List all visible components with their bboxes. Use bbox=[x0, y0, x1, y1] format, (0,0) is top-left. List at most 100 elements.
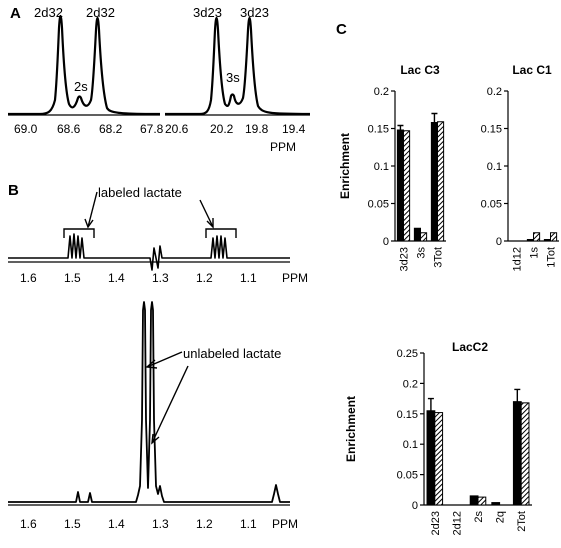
panel-b-bottom-tick: 1.1 bbox=[240, 517, 257, 531]
bar bbox=[550, 232, 558, 242]
y-tick-label: 0.2 bbox=[487, 86, 502, 98]
panel-a-right-tick: 20.2 bbox=[210, 122, 234, 136]
panel-b-bottom-spectrum bbox=[8, 301, 290, 503]
y-tick-label: 0 bbox=[412, 500, 418, 512]
panel-b-labeled-arrowhead-left bbox=[84, 218, 94, 229]
panel-b-top-tick: 1.3 bbox=[152, 271, 169, 285]
panel-b-unlabeled-arrow-lower bbox=[151, 365, 189, 444]
panel-a-left-tick: 68.6 bbox=[57, 122, 81, 136]
error-bar bbox=[397, 124, 404, 130]
bar bbox=[403, 130, 411, 242]
panel-a-peak-2d32-right: 2d32 bbox=[86, 5, 115, 20]
panel-b-label: B bbox=[8, 182, 19, 199]
panel-b-bottom-tick: 1.3 bbox=[152, 517, 169, 531]
bar bbox=[526, 239, 535, 242]
panel-b-top-tick: 1.4 bbox=[108, 271, 125, 285]
category-label: 2Tot bbox=[516, 511, 528, 532]
panel-b-top-spectrum bbox=[8, 233, 290, 271]
panel-a-left-spectrum bbox=[8, 14, 161, 116]
y-tick-label: 0.05 bbox=[481, 199, 502, 211]
category-label: 1Tot bbox=[546, 247, 558, 268]
panel-a-axis-unit: PPM bbox=[270, 140, 296, 154]
panel-b-bottom-tick: 1.6 bbox=[20, 517, 37, 531]
bar bbox=[512, 401, 522, 506]
error-bar bbox=[431, 112, 438, 123]
y-tick-label: 0.1 bbox=[374, 161, 389, 173]
bar bbox=[434, 412, 444, 506]
bar bbox=[469, 495, 479, 506]
bar bbox=[426, 410, 436, 506]
panel-b-labeled-arrowhead-right bbox=[206, 218, 214, 229]
panel-a-peak-3d23-right: 3d23 bbox=[240, 5, 269, 20]
panel-b-top-tick: 1.1 bbox=[240, 271, 257, 285]
panel-b-labeled-arrow-left bbox=[87, 191, 98, 228]
bar bbox=[396, 129, 405, 242]
error-bar bbox=[514, 388, 521, 402]
panel-a-peak-2d32-left: 2d32 bbox=[34, 5, 63, 20]
chart-title: Lac C1 bbox=[512, 63, 552, 77]
panel-b-top-tick: 1.5 bbox=[64, 271, 81, 285]
panel-b-labeled-lactate-annotation: labeled lactate bbox=[98, 185, 182, 200]
y-tick-label: 0.25 bbox=[397, 348, 418, 360]
panel-a-right-tick: 20.6 bbox=[165, 122, 189, 136]
category-label: 1s bbox=[529, 247, 541, 259]
chart-lac-c1: Lac C1 0 0.05 0.1 0.15 0.2 1d12 1s 1Tot bbox=[481, 63, 559, 271]
bar bbox=[420, 232, 428, 242]
category-label: 1d12 bbox=[512, 247, 524, 271]
bar bbox=[437, 121, 445, 242]
y-tick-label: 0.15 bbox=[481, 124, 502, 136]
y-axis-label: Enrichment bbox=[338, 133, 352, 199]
y-tick-label: 0 bbox=[496, 236, 502, 248]
panel-a-left-tick: 69.0 bbox=[14, 122, 38, 136]
panel-a-peak-2s: 2s bbox=[74, 79, 88, 94]
y-tick-label: 0.2 bbox=[403, 378, 418, 390]
chart-lac-c2: LacC2 Enrichment 0 0.05 0.1 0.15 0.2 0.25 2d23 2d… bbox=[344, 340, 532, 535]
bar bbox=[413, 227, 422, 242]
panel-b-top-axis-unit: PPM bbox=[282, 271, 308, 285]
panel-a-right-tick: 19.4 bbox=[282, 122, 306, 136]
bar bbox=[477, 496, 487, 506]
chart-title: LacC2 bbox=[452, 340, 488, 354]
panel-b-bottom-tick: 1.2 bbox=[196, 517, 213, 531]
panel-b-labeled-arrow-right bbox=[199, 199, 214, 228]
panel-a-right-tick: 19.8 bbox=[245, 122, 269, 136]
y-tick-label: 0.05 bbox=[397, 470, 418, 482]
y-tick-label: 0.15 bbox=[397, 409, 418, 421]
y-tick-label: 0.1 bbox=[403, 439, 418, 451]
panel-a-left-tick: 67.8 bbox=[140, 122, 164, 136]
panel-a-label: A bbox=[10, 5, 21, 22]
panel-b-bottom-tick: 1.5 bbox=[64, 517, 81, 531]
bar bbox=[520, 402, 530, 506]
panel-b-unlabeled-arrow-upper bbox=[146, 351, 183, 368]
category-label: 3d23 bbox=[399, 247, 411, 271]
category-label: 2d23 bbox=[430, 511, 442, 535]
panel-b-unlabeled-lactate-annotation: unlabeled lactate bbox=[183, 346, 281, 361]
chart-lac-c3: Lac C3 Enrichment 0 0.05 0.1 0.15 0.2 3d23 3s 3To… bbox=[338, 63, 446, 271]
category-label: 2d12 bbox=[451, 511, 463, 535]
panel-b-bottom-tick: 1.4 bbox=[108, 517, 125, 531]
panel-b-right-bracket bbox=[205, 228, 237, 238]
panel-a-left-tick: 68.2 bbox=[99, 122, 123, 136]
y-tick-label: 0.2 bbox=[374, 86, 389, 98]
bar bbox=[543, 239, 552, 242]
panel-b-bottom-axis-unit: PPM bbox=[272, 517, 298, 531]
y-tick-label: 0.15 bbox=[368, 124, 389, 136]
y-axis-label: Enrichment bbox=[344, 396, 358, 462]
category-label: 3s bbox=[416, 247, 428, 259]
bar bbox=[430, 122, 439, 242]
panel-b-left-bracket bbox=[63, 228, 95, 238]
panel-a-peak-3s: 3s bbox=[226, 70, 240, 85]
y-tick-label: 0 bbox=[383, 236, 389, 248]
panel-a-peak-3d23-left: 3d23 bbox=[193, 5, 222, 20]
bar bbox=[491, 502, 501, 506]
error-bar bbox=[427, 397, 434, 411]
panel-b-top-tick: 1.6 bbox=[20, 271, 37, 285]
chart-title: Lac C3 bbox=[400, 63, 440, 77]
category-label: 3Tot bbox=[433, 247, 445, 268]
panel-a-right-spectrum bbox=[165, 16, 311, 116]
category-label: 2q bbox=[495, 511, 507, 523]
panel-b-top-tick: 1.2 bbox=[196, 271, 213, 285]
y-tick-label: 0.1 bbox=[487, 161, 502, 173]
y-tick-label: 0.05 bbox=[368, 199, 389, 211]
